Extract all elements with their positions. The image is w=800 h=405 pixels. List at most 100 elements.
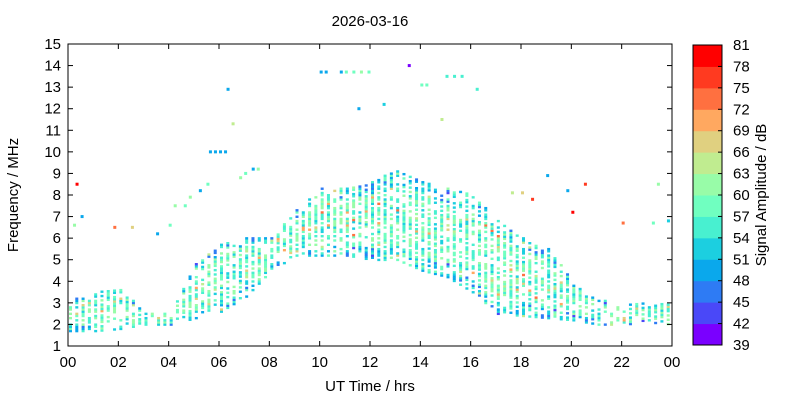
colorbar-band: [693, 45, 722, 67]
data-cell: [553, 311, 557, 314]
data-cell: [408, 197, 412, 200]
data-cell: [188, 290, 192, 293]
data-point: [73, 223, 77, 227]
data-cell: [421, 228, 425, 231]
data-cell: [534, 253, 538, 256]
data-cell: [251, 263, 255, 266]
data-cell: [534, 307, 538, 310]
data-cell: [559, 315, 563, 319]
data-cell: [113, 295, 117, 299]
data-cell: [597, 312, 601, 316]
data-cell: [333, 206, 337, 210]
data-cell: [452, 191, 456, 194]
data-cell: [603, 306, 607, 309]
data-cell: [440, 222, 444, 225]
data-cell: [251, 237, 255, 240]
data-cell: [94, 308, 98, 311]
data-cell: [326, 243, 330, 247]
data-cell: [383, 241, 387, 244]
data-cell: [477, 238, 481, 241]
data-cell: [301, 241, 305, 244]
data-cell: [295, 250, 299, 253]
data-cell: [383, 239, 387, 242]
data-cell: [578, 313, 582, 317]
data-cell: [433, 190, 437, 194]
data-cell: [484, 286, 488, 290]
data-cell: [584, 297, 588, 300]
data-cell: [484, 243, 488, 247]
data-cell: [415, 202, 419, 205]
data-cell: [207, 281, 211, 284]
data-point: [156, 232, 160, 236]
data-cell: [371, 213, 374, 216]
data-cell: [245, 254, 249, 257]
data-cell: [484, 271, 488, 275]
data-cell: [238, 245, 242, 248]
data-cell: [282, 223, 286, 226]
data-cell: [119, 291, 123, 294]
data-cell: [220, 304, 223, 307]
data-cell: [452, 258, 456, 261]
data-cell: [81, 297, 85, 300]
data-cell: [326, 194, 330, 197]
data-cell: [647, 308, 651, 311]
data-cell: [459, 225, 463, 228]
data-cell: [459, 229, 463, 232]
data-cell: [515, 277, 519, 280]
data-cell: [528, 248, 532, 251]
data-cell: [415, 230, 419, 233]
data-cell: [94, 293, 98, 296]
data-cell: [421, 226, 425, 229]
data-cell: [75, 314, 79, 318]
data-cell: [232, 251, 236, 254]
data-cell: [220, 308, 223, 311]
data-cell: [389, 183, 393, 186]
data-cell: [522, 269, 525, 272]
data-cell: [452, 230, 456, 233]
colorbar-band: [693, 130, 722, 153]
data-cell: [452, 273, 456, 276]
data-cell: [320, 217, 324, 221]
data-cell: [415, 236, 419, 240]
data-cell: [503, 289, 507, 292]
data-cell: [402, 250, 406, 254]
data-cell: [496, 275, 500, 279]
data-cell: [572, 310, 576, 313]
data-cell: [402, 218, 406, 221]
data-cell: [163, 323, 167, 326]
data-cell: [465, 287, 469, 290]
data-cell: [371, 226, 374, 229]
data-cell: [175, 300, 179, 303]
data-cell: [566, 281, 570, 285]
data-cell: [308, 198, 312, 201]
data-cell: [427, 240, 431, 244]
data-cell: [238, 260, 242, 263]
data-cell: [301, 245, 305, 249]
data-cell: [515, 253, 519, 257]
data-cell: [547, 284, 551, 287]
data-cell: [509, 292, 513, 295]
data-cell: [465, 261, 469, 264]
data-cell: [421, 213, 425, 216]
data-cell: [622, 321, 626, 324]
data-cell: [427, 184, 431, 188]
data-cell: [484, 291, 488, 294]
data-cell: [326, 237, 330, 240]
data-cell: [490, 277, 494, 280]
data-cell: [547, 254, 551, 257]
data-cell: [415, 251, 419, 255]
data-cell: [245, 271, 249, 275]
data-cell: [509, 287, 513, 291]
data-cell: [358, 191, 362, 195]
data-cell: [383, 204, 387, 208]
data-cell: [295, 232, 299, 236]
data-cell: [440, 198, 444, 202]
data-cell: [584, 312, 588, 316]
data-cell: [509, 279, 513, 282]
data-cell: [276, 235, 280, 238]
data-cell: [446, 245, 450, 249]
data-cell: [377, 247, 381, 251]
data-cell: [358, 196, 362, 199]
data-cell: [251, 252, 255, 255]
data-cell: [584, 321, 588, 324]
